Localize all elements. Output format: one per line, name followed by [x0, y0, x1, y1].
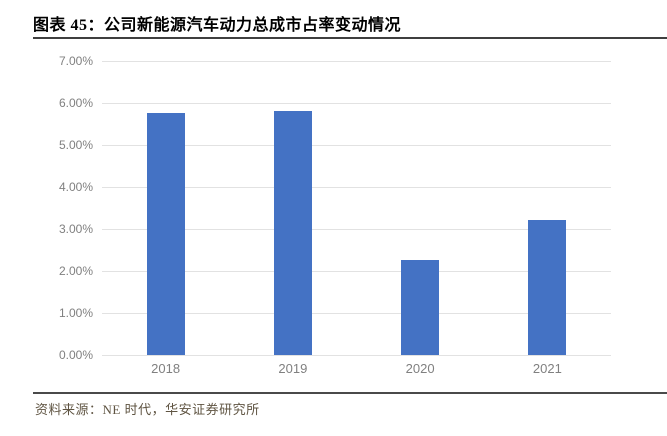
x-tick-label-2018: 2018	[151, 361, 181, 376]
y-tick-label: 1.00%	[58, 306, 93, 320]
bar-2020	[401, 259, 440, 355]
x-tick-label-2020: 2020	[405, 361, 435, 376]
bar-chart-plot-area	[102, 61, 611, 356]
figure-title: 图表 45：公司新能源汽车动力总成市占率变动情况	[33, 17, 402, 34]
gridline	[102, 145, 611, 146]
y-tick-label: 7.00%	[58, 54, 93, 68]
bar-2018	[146, 113, 185, 355]
y-tick-label: 4.00%	[58, 180, 93, 194]
y-tick-label: 3.00%	[58, 222, 93, 236]
source-divider	[33, 392, 667, 394]
y-tick-label: 6.00%	[58, 96, 93, 110]
gridline	[102, 271, 611, 272]
gridline	[102, 61, 611, 62]
gridline	[102, 187, 611, 188]
y-tick-label: 0.00%	[58, 348, 93, 362]
gridline	[102, 355, 611, 356]
source-note: 资料来源：NE 时代，华安证券研究所	[35, 402, 260, 417]
y-tick-label: 2.00%	[58, 264, 93, 278]
gridline	[102, 103, 611, 104]
bar-2019	[273, 111, 312, 355]
gridline	[102, 229, 611, 230]
bar-2021	[528, 220, 567, 355]
y-tick-label: 5.00%	[58, 138, 93, 152]
x-tick-label-2021: 2021	[532, 361, 562, 376]
gridline	[102, 313, 611, 314]
x-tick-label-2019: 2019	[278, 361, 308, 376]
title-divider	[33, 37, 667, 39]
